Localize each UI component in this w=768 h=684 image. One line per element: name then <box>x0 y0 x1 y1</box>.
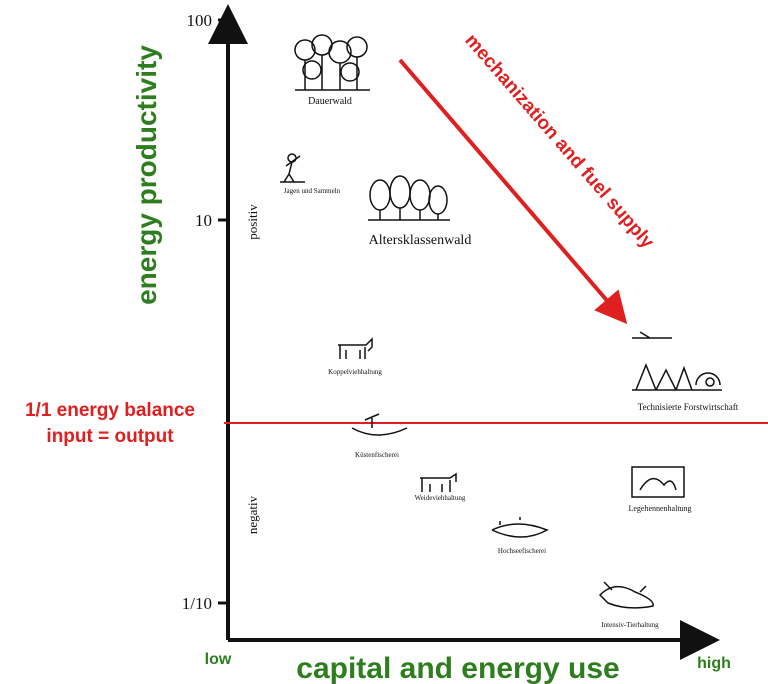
trend-label: mechanization and fuel supply <box>460 30 658 253</box>
y-tick-label: 100 <box>187 11 213 30</box>
ticks <box>218 18 228 605</box>
balance-label: input = output <box>46 426 174 447</box>
x-high-label: high <box>697 655 731 672</box>
y-tick-label: 1/10 <box>182 594 212 613</box>
item-label: Koppelviehhaltung <box>328 368 382 376</box>
item-label: Legehennenhaltung <box>628 504 691 513</box>
y-axis-title: energy productivity <box>131 45 162 305</box>
y-tick-label: 10 <box>195 211 212 230</box>
item-label: Altersklassenwald <box>369 233 472 248</box>
item-label: Küstenfischerei <box>355 451 399 459</box>
item-label: Hochseefischerei <box>498 547 546 555</box>
item-label: Jagen und Sammeln <box>284 187 341 195</box>
item-label: Intensiv-Tierhaltung <box>601 621 659 629</box>
region-label: negativ <box>245 495 260 534</box>
item-label: Technisierte Forstwirtschaft <box>638 402 739 412</box>
region-label: positiv <box>245 204 260 240</box>
x-axis-title: capital and energy use <box>296 652 619 684</box>
icons <box>280 34 722 609</box>
x-low-label: low <box>205 651 232 668</box>
trend-arrow <box>398 58 628 325</box>
balance-label: 1/1 energy balance <box>25 400 195 421</box>
item-label: Weideviehhaltung <box>415 494 466 502</box>
item-label: Dauerwald <box>308 96 352 107</box>
